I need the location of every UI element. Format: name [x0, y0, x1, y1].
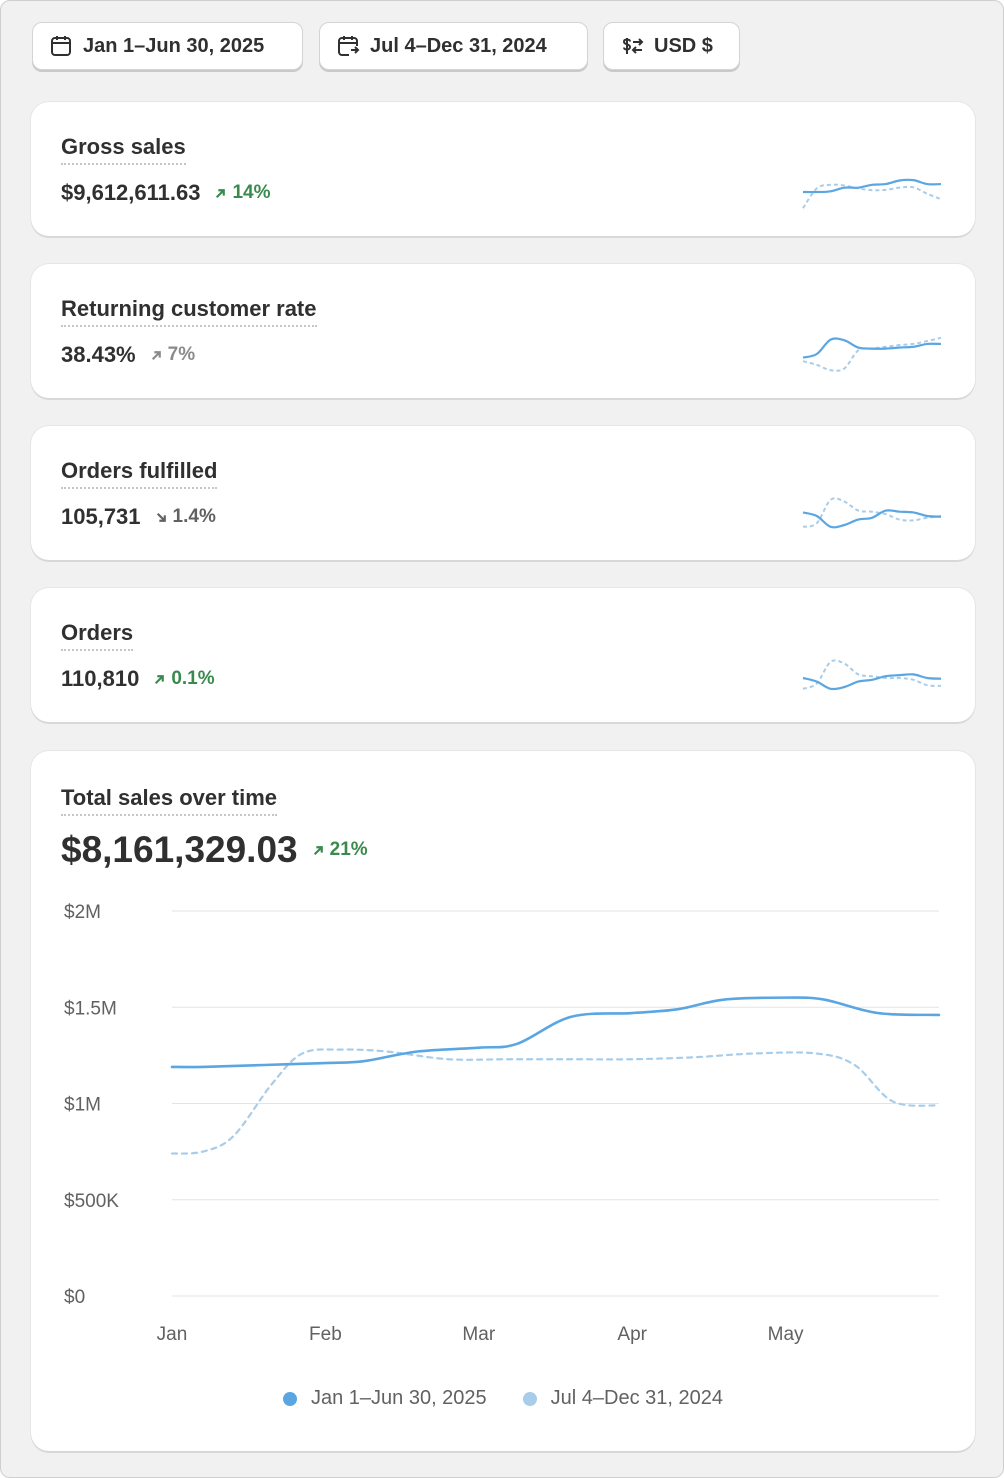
legend-item-current[interactable]: Jan 1–Jun 30, 2025: [282, 1387, 487, 1410]
metric-delta-value: 0.1%: [171, 668, 215, 689]
arrow-down-right-icon: [156, 512, 166, 522]
y-tick-label: $1M: [64, 1095, 101, 1116]
legend-label-current: Jan 1–Jun 30, 2025: [310, 1387, 487, 1409]
sparkline-previous: [802, 497, 942, 528]
currency-exchange-icon: [622, 38, 644, 54]
x-tick-label: Jan: [157, 1324, 188, 1345]
total-sales-chart: $0 $500K $1M $1.5M $2M Jan Feb Mar Apr May: [64, 902, 941, 1345]
compare-range-label: Jul 4–Dec 31, 2024: [370, 34, 547, 57]
metric-delta: 1.4%: [155, 506, 216, 528]
metric-title[interactable]: Gross sales: [61, 133, 186, 165]
date-range-label: Jan 1–Jun 30, 2025: [83, 34, 265, 57]
metric-card-gross-sales[interactable]: Gross sales $9,612,611.63 14%: [31, 102, 975, 236]
series-line-current: [170, 996, 941, 1069]
arrow-up-right-icon: [151, 350, 161, 360]
sparkline-current: [802, 337, 942, 359]
x-tick-label: Mar: [462, 1324, 495, 1345]
metric-title[interactable]: Orders: [61, 619, 134, 651]
total-sales-value: $8,161,329.03: [61, 829, 298, 870]
metric-delta-value: 14%: [232, 182, 271, 203]
metric-title[interactable]: Orders fulfilled: [61, 457, 218, 489]
arrow-up-right-icon: [313, 845, 323, 855]
sparkline: [802, 178, 942, 209]
x-tick-label: Feb: [309, 1324, 342, 1345]
arrow-up-right-icon: [216, 188, 226, 198]
sparkline-previous: [802, 336, 942, 372]
metric-delta-value: 1.4%: [172, 506, 216, 527]
calendar-icon: [51, 36, 71, 56]
sparkline-current: [802, 509, 942, 529]
currency-selector[interactable]: USD $: [603, 22, 740, 70]
y-tick-label: $0: [64, 1287, 85, 1308]
arrow-up-right-icon: [155, 674, 165, 684]
metric-title[interactable]: Returning customer rate: [61, 295, 317, 327]
sparkline: [802, 659, 942, 691]
sparkline-current: [802, 178, 942, 194]
sparkline: [802, 336, 942, 372]
metric-value: $9,612,611.63: [61, 180, 201, 205]
metric-card-orders-fulfilled[interactable]: Orders fulfilled 105,731 1.4%: [31, 426, 975, 560]
calendar-compare-icon: [338, 36, 360, 56]
y-tick-label: $1.5M: [64, 998, 117, 1019]
y-tick-label: $500K: [64, 1191, 119, 1212]
legend-item-previous[interactable]: Jul 4–Dec 31, 2024: [522, 1387, 724, 1410]
total-sales-delta: 21%: [312, 839, 368, 861]
x-tick-label: Apr: [617, 1324, 647, 1345]
sparkline: [802, 497, 942, 529]
series-line-previous: [170, 1048, 941, 1155]
chart-title[interactable]: Total sales over time: [61, 784, 278, 816]
metric-card-orders[interactable]: Orders 110,810 0.1%: [31, 588, 975, 722]
x-tick-label: May: [768, 1324, 804, 1345]
metric-delta-value: 7%: [167, 344, 196, 365]
legend-dot-current: [282, 1391, 297, 1406]
metric-card-returning-customer-rate[interactable]: Returning customer rate 38.43% 7%: [31, 264, 975, 398]
date-range-picker[interactable]: Jan 1–Jun 30, 2025: [32, 22, 303, 70]
sparkline-current: [802, 673, 942, 691]
sparkline-previous: [802, 659, 942, 690]
metric-delta: 7%: [150, 344, 195, 366]
total-sales-card: Total sales over time $8,161,329.03 21% …: [31, 751, 975, 1451]
currency-label: USD $: [654, 34, 713, 57]
y-tick-label: $2M: [64, 902, 101, 923]
legend-label-previous: Jul 4–Dec 31, 2024: [550, 1387, 724, 1409]
metric-value: 105,731: [61, 504, 141, 529]
compare-range-picker[interactable]: Jul 4–Dec 31, 2024: [319, 22, 588, 70]
metric-value: 110,810: [61, 666, 140, 691]
metric-delta: 14%: [214, 182, 271, 204]
legend-dot-previous: [522, 1391, 537, 1406]
metric-value: 38.43%: [61, 342, 136, 367]
chart-legend: Jan 1–Jun 30, 2025 Jul 4–Dec 31, 2024: [31, 1387, 975, 1410]
metric-delta: 0.1%: [153, 668, 215, 690]
total-sales-delta-value: 21%: [329, 839, 368, 860]
sparkline-previous: [802, 183, 942, 209]
